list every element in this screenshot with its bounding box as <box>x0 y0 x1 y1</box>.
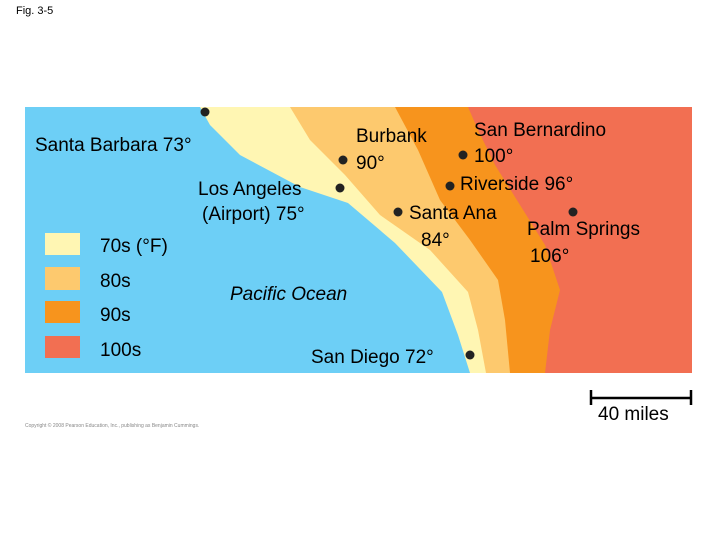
city-label: 84° <box>421 230 450 251</box>
city-dot <box>465 350 475 360</box>
legend-label: 100s <box>100 340 141 361</box>
city-label: 90° <box>356 153 385 174</box>
figure-label: Fig. 3-5 <box>16 5 53 17</box>
credit: Copyright © 2008 Pearson Education, Inc.… <box>25 422 199 429</box>
legend-swatch <box>45 267 80 290</box>
city-dot <box>200 107 210 117</box>
city-label: Los Angeles <box>198 179 302 200</box>
city-label: San Diego 72° <box>311 347 434 368</box>
city-dot <box>338 155 348 165</box>
city-dot <box>458 150 468 160</box>
city-dot <box>568 207 578 217</box>
legend-swatch <box>45 233 80 255</box>
water-label: Pacific Ocean <box>230 284 347 305</box>
city-dots <box>200 107 578 360</box>
map <box>25 107 692 373</box>
legend-swatch <box>45 301 80 323</box>
scale-bar <box>589 390 693 405</box>
city-label: Santa Barbara 73° <box>35 135 192 156</box>
city-label: Burbank <box>356 126 427 147</box>
city-label: Riverside 96° <box>460 174 573 195</box>
city-label: 106° <box>530 246 569 267</box>
city-label: 100° <box>474 146 513 167</box>
legend-label: 70s (°F) <box>100 236 168 257</box>
city-label: Palm Springs <box>527 219 640 240</box>
zone-100s <box>468 107 692 373</box>
city-labels: Santa Barbara 73° Burbank 90° San Bernar… <box>35 120 640 368</box>
scale-label: 40 miles <box>598 404 669 425</box>
city-dot <box>445 181 455 191</box>
city-label: (Airport) 75° <box>202 204 305 225</box>
city-label: San Bernardino <box>474 120 606 141</box>
legend-swatch <box>45 336 80 358</box>
city-label: Santa Ana <box>409 203 497 224</box>
city-dot <box>393 207 403 217</box>
legend-label: 90s <box>100 305 131 326</box>
city-dot <box>335 183 345 193</box>
legend: 70s (°F) 80s 90s 100s <box>45 233 168 361</box>
legend-label: 80s <box>100 271 131 292</box>
